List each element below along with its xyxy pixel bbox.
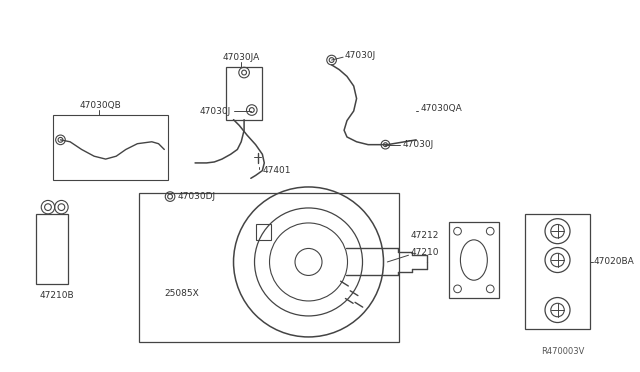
Text: 47030J: 47030J (345, 51, 376, 60)
Bar (52, 115, 168, 180)
Bar (140, 193, 399, 342)
Text: 47401: 47401 (262, 166, 291, 175)
Text: 47210B: 47210B (39, 291, 74, 300)
Text: 47030J: 47030J (200, 106, 231, 116)
Bar (226, 67, 262, 120)
Text: 47030J: 47030J (403, 140, 434, 149)
Bar (525, 214, 590, 329)
Text: 47020BA: 47020BA (593, 257, 634, 266)
Text: 47030QA: 47030QA (421, 104, 463, 113)
Text: 47210: 47210 (410, 248, 439, 257)
Bar (36, 214, 68, 284)
Text: 47030DJ: 47030DJ (178, 192, 216, 201)
Text: 47212: 47212 (410, 231, 439, 240)
Bar (449, 222, 499, 298)
Text: 47030QB: 47030QB (80, 101, 122, 110)
Text: 25085X: 25085X (164, 289, 199, 298)
Bar (256, 224, 271, 240)
Text: R470003V: R470003V (541, 347, 584, 356)
Text: 47030JA: 47030JA (223, 53, 260, 62)
